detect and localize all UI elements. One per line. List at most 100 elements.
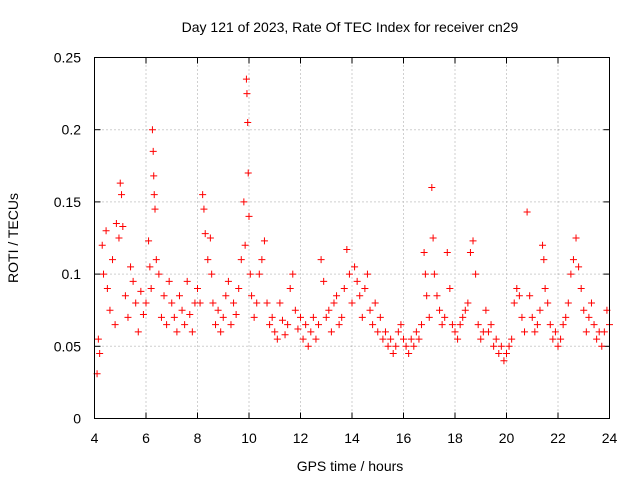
data-point xyxy=(121,292,129,300)
data-point xyxy=(232,311,240,319)
data-point xyxy=(366,306,374,314)
data-point xyxy=(590,321,598,329)
data-point xyxy=(508,335,516,343)
data-point xyxy=(429,234,437,242)
data-point xyxy=(268,313,276,321)
data-point xyxy=(124,313,132,321)
data-point xyxy=(315,321,323,329)
data-point xyxy=(173,328,181,336)
data-point xyxy=(322,313,330,321)
data-point xyxy=(106,306,114,314)
data-point xyxy=(163,321,171,329)
data-point xyxy=(278,316,286,324)
data-point xyxy=(580,306,588,314)
data-point xyxy=(208,270,216,278)
data-point xyxy=(273,335,281,343)
data-point xyxy=(461,306,469,314)
data-point xyxy=(389,350,397,358)
data-point xyxy=(528,313,536,321)
data-point xyxy=(94,335,102,343)
data-point xyxy=(219,313,227,321)
data-point xyxy=(139,311,147,319)
y-axis-label: ROTI / TECUs xyxy=(5,193,21,283)
data-point xyxy=(194,285,201,293)
data-point xyxy=(546,321,554,329)
chart-grid xyxy=(94,57,610,419)
data-point xyxy=(127,263,135,271)
data-point xyxy=(212,321,220,329)
y-tick-label: 0.05 xyxy=(54,338,81,354)
data-point xyxy=(484,328,492,336)
x-tick-label: 18 xyxy=(447,430,463,446)
data-point xyxy=(294,325,302,333)
data-point xyxy=(490,342,498,350)
data-point xyxy=(464,299,472,307)
data-point xyxy=(353,277,361,285)
x-tick-label: 14 xyxy=(344,430,360,446)
data-point xyxy=(248,292,256,300)
data-point xyxy=(513,285,521,293)
x-tick-label: 12 xyxy=(293,430,309,446)
data-point xyxy=(466,248,474,256)
x-axis-label: GPS time / hours xyxy=(297,458,404,474)
data-point xyxy=(549,335,557,343)
data-point xyxy=(397,321,405,329)
y-tick-label: 0.25 xyxy=(54,50,81,66)
data-point xyxy=(575,263,583,271)
data-point xyxy=(286,285,294,293)
data-point xyxy=(379,335,387,343)
data-point xyxy=(515,292,523,300)
data-point xyxy=(227,321,235,329)
data-point xyxy=(562,313,570,321)
data-point xyxy=(250,313,258,321)
data-point xyxy=(243,90,251,98)
data-point xyxy=(150,172,158,180)
data-point xyxy=(497,342,505,350)
data-point xyxy=(320,277,328,285)
data-point xyxy=(266,321,274,329)
data-point xyxy=(245,212,253,220)
data-point xyxy=(376,313,384,321)
data-point xyxy=(418,321,426,329)
data-point xyxy=(500,357,508,365)
data-point xyxy=(196,299,204,307)
data-point xyxy=(260,237,268,245)
data-point xyxy=(394,328,402,336)
data-point xyxy=(235,285,243,293)
data-point xyxy=(423,292,431,300)
x-tick-label: 6 xyxy=(142,430,150,446)
data-point xyxy=(600,328,608,336)
data-point xyxy=(118,191,126,199)
data-point xyxy=(147,285,155,293)
data-point xyxy=(345,270,353,278)
data-point xyxy=(448,321,456,329)
x-tick-label: 22 xyxy=(550,430,566,446)
data-point xyxy=(129,277,137,285)
data-point xyxy=(96,350,104,358)
data-point xyxy=(244,118,252,126)
data-point xyxy=(289,270,297,278)
data-point xyxy=(241,241,249,249)
data-point xyxy=(392,342,400,350)
data-point xyxy=(495,350,503,358)
data-point xyxy=(428,183,436,191)
data-point xyxy=(472,270,480,278)
data-point xyxy=(569,256,577,264)
data-point xyxy=(317,256,325,264)
data-point xyxy=(536,306,544,314)
data-point xyxy=(554,342,562,350)
chart-title: Day 121 of 2023, Rate Of TEC Index for r… xyxy=(182,19,519,35)
data-point xyxy=(119,222,127,230)
data-point xyxy=(206,234,214,242)
data-point xyxy=(181,321,189,329)
data-point xyxy=(109,256,117,264)
data-point xyxy=(145,237,153,245)
data-point xyxy=(469,237,477,245)
x-tick-label: 20 xyxy=(499,430,515,446)
data-point xyxy=(526,292,534,300)
data-point xyxy=(255,270,263,278)
data-point xyxy=(170,313,178,321)
data-point xyxy=(307,328,315,336)
data-point xyxy=(230,299,238,307)
